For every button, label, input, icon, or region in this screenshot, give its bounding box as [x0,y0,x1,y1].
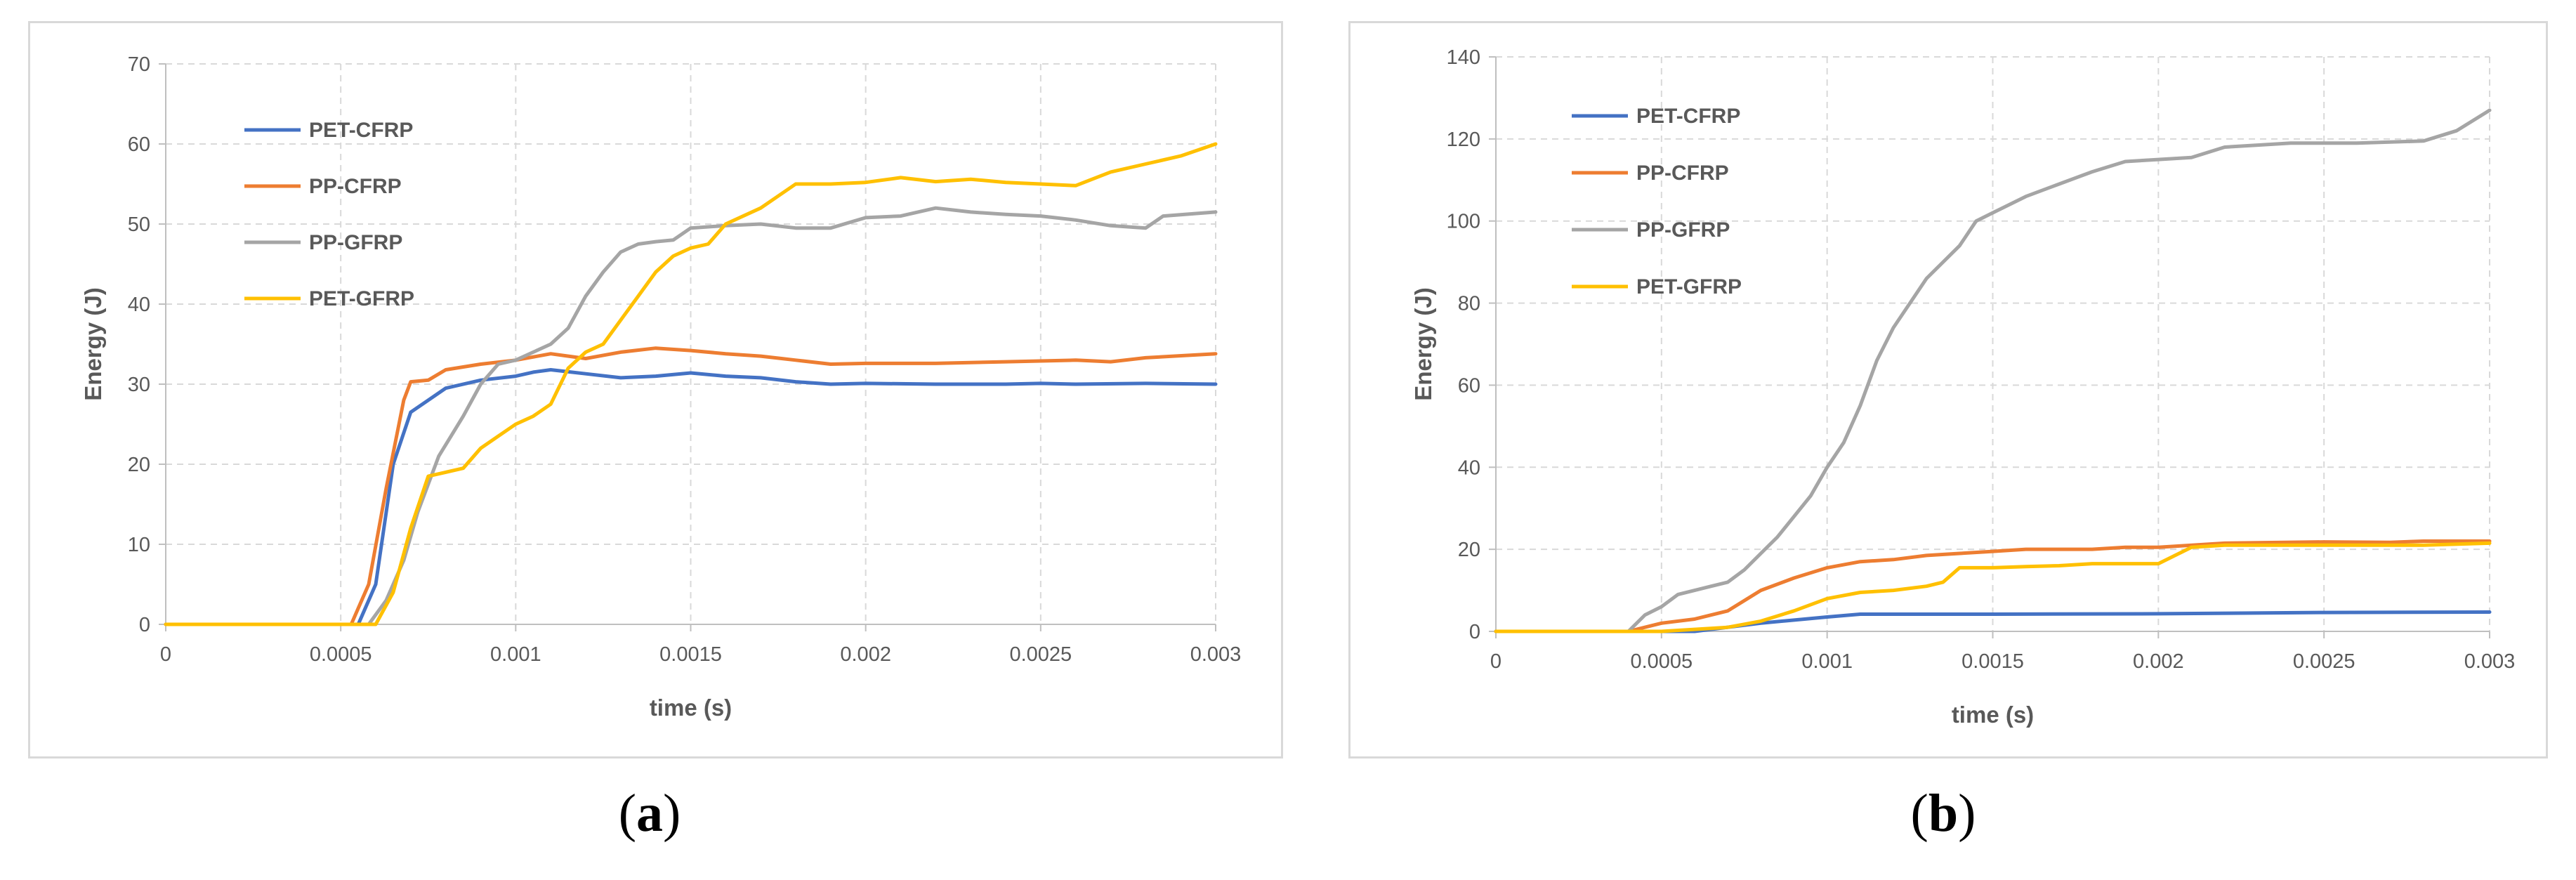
y-tick-label: 80 [1458,293,1480,315]
caption-a: (a) [579,783,720,844]
y-tick-label: 140 [1447,46,1480,69]
energy-chart-b: 0 20 40 60 80 100 120 140 0 0.0005 0.001 0.0015 0.00… [1410,46,2516,728]
chart-panel-b: 0 20 40 60 80 100 120 140 0 0.0005 0.001 0.0015 0.00… [1348,21,2548,758]
caption-a-letter: a [636,784,663,843]
x-tick-label: 0.0005 [1630,650,1693,673]
legend: PET-CFRP PP-CFRP PP-GFRP PET-GFRP [1572,105,1742,298]
y-tick-label: 0 [139,614,150,636]
caption-a-close: ) [663,784,681,843]
y-tick-label: 20 [1458,539,1480,561]
caption-b: (b) [1873,783,2013,844]
y-tick-label: 60 [1458,374,1480,397]
y-tick-label: 100 [1447,211,1480,233]
y-tick-label: 30 [128,374,150,396]
legend-label-pet-cfrp: PET-CFRP [1636,105,1740,128]
y-tick-label: 120 [1447,129,1480,151]
y-tick-label: 40 [1458,457,1480,479]
x-tick-label: 0.003 [1190,643,1242,666]
legend-label-pet-cfrp: PET-CFRP [309,119,413,142]
x-tick-label: 0.0025 [2293,650,2355,673]
legend-label-pp-gfrp: PP-GFRP [1636,218,1730,242]
series-line-pet-gfrp [164,142,1218,626]
y-tick-label: 0 [1469,621,1480,643]
legend-label-pet-gfrp: PET-GFRP [1636,275,1742,298]
caption-b-close: ) [1958,784,1976,843]
x-tick-label: 0.0015 [1961,650,2024,673]
x-tick-label: 0.0005 [310,643,372,666]
x-axis-title: time (s) [1952,702,2034,728]
series-line-pp-gfrp [164,206,1218,626]
series-line-pp-cfrp [164,346,1218,626]
caption-b-letter: b [1928,784,1959,843]
legend-label-pp-cfrp: PP-CFRP [309,175,402,198]
x-tick-label: 0 [1490,650,1501,673]
y-tick-label: 60 [128,133,150,156]
y-axis-title: Energy (J) [80,287,106,400]
x-axis-title: time (s) [650,695,732,721]
legend-label-pet-gfrp: PET-GFRP [309,287,414,310]
legend-label-pp-gfrp: PP-GFRP [309,231,402,254]
x-tick-label: 0.003 [2464,650,2516,673]
x-tick-label: 0.0015 [659,643,722,666]
legend-label-pp-cfrp: PP-CFRP [1636,162,1729,185]
y-tick-label: 70 [128,53,150,76]
x-tick-label: 0.001 [490,643,541,666]
y-tick-label: 10 [128,534,150,556]
caption-a-open: ( [618,784,636,843]
caption-b-open: ( [1910,784,1928,843]
series-line-pp-gfrp [1494,108,2492,633]
x-tick-label: 0 [160,643,171,666]
y-axis-title: Energy (J) [1410,287,1436,400]
x-tick-label: 0.0025 [1009,643,1072,666]
y-tick-label: 40 [128,294,150,316]
gridlines [166,63,1216,624]
legend: PET-CFRP PP-CFRP PP-GFRP PET-GFRP [244,119,414,310]
series-line-pet-cfrp [164,368,1218,626]
x-tick-label: 0.002 [840,643,891,666]
series-line-pp-cfrp [1494,539,2492,633]
x-tick-label: 0.001 [1801,650,1853,673]
energy-chart-a: 0 10 20 30 40 50 60 70 0 0.0005 0.001 0.0015 0.002 0.… [80,53,1242,721]
y-tick-label: 50 [128,214,150,236]
gridlines [1496,56,2490,631]
chart-panel-a: 0 10 20 30 40 50 60 70 0 0.0005 0.001 0.0015 0.002 0.… [28,21,1283,758]
x-tick-label: 0.002 [2133,650,2184,673]
y-tick-label: 20 [128,454,150,476]
series-line-pet-gfrp [1494,541,2492,633]
